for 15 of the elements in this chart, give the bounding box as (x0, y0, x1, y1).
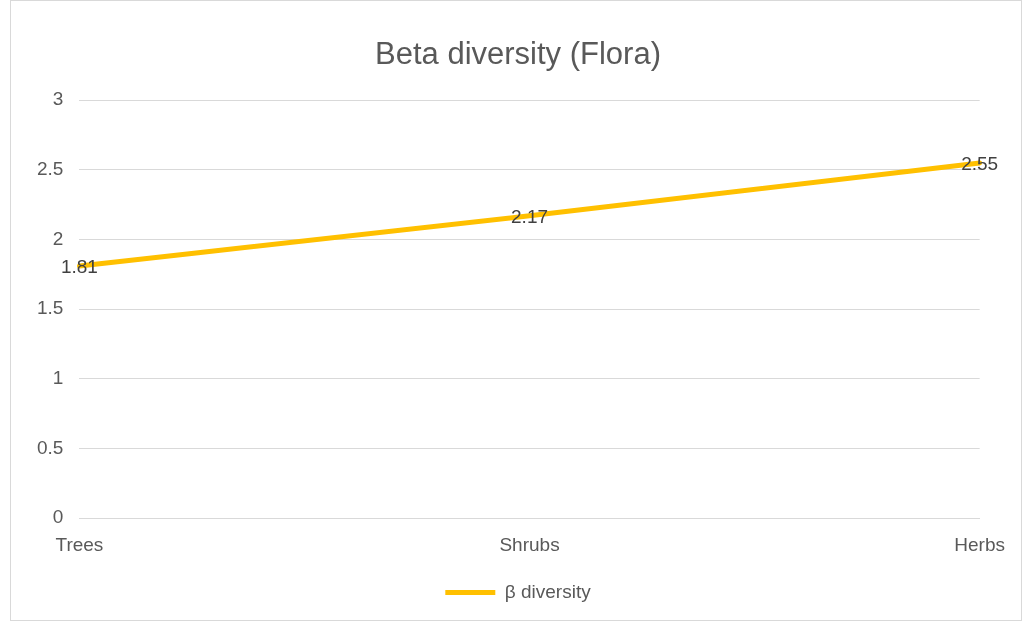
y-tick-label: 0.5 (36, 436, 64, 458)
x-tick-label: Trees (55, 533, 104, 555)
y-tick-label: 2 (52, 227, 64, 249)
data-label: 2.17 (511, 206, 549, 228)
data-label: 2.55 (961, 153, 999, 175)
legend-label: β diversity (504, 580, 592, 602)
y-tick-label: 1.5 (36, 297, 64, 319)
y-tick-label: 0 (52, 506, 64, 528)
data-label: 1.81 (60, 256, 98, 278)
y-tick-label: 3 (52, 88, 64, 110)
y-tick-label: 2.5 (36, 158, 64, 180)
chart-title: Beta diversity (Flora) (375, 36, 661, 72)
x-tick-label: Shrubs (499, 533, 560, 555)
y-tick-label: 1 (52, 367, 64, 389)
x-tick-label: Herbs (954, 533, 1005, 555)
